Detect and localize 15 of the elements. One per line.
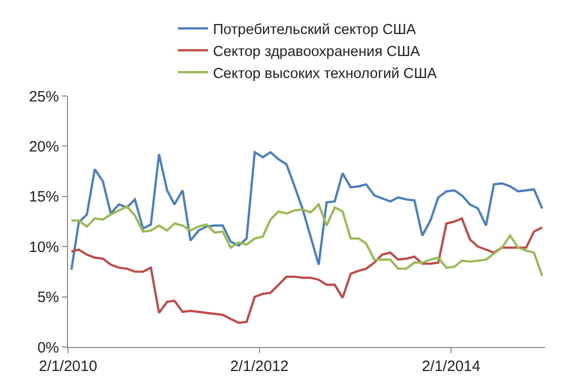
y-tick-label: 25% [28,88,59,106]
y-tick-label: 15% [28,188,59,206]
y-tick-label: 20% [28,138,59,156]
legend-label: Потребительский сектор США [212,22,416,38]
x-tick-label: 2/1/2012 [230,358,289,375]
line-series [70,203,544,277]
y-tick-label: 10% [28,238,59,256]
x-tick-label: 2/1/2010 [38,358,98,375]
legend-label: Сектор высоких технологий США [212,66,438,82]
y-tick-label: 0% [37,339,59,356]
y-tick-label: 5% [37,289,59,306]
legend-label: Сектор здравоохранения США [212,44,420,60]
line-series [70,151,544,271]
x-tick-label: 2/1/2014 [422,358,480,375]
line-series [70,217,544,324]
